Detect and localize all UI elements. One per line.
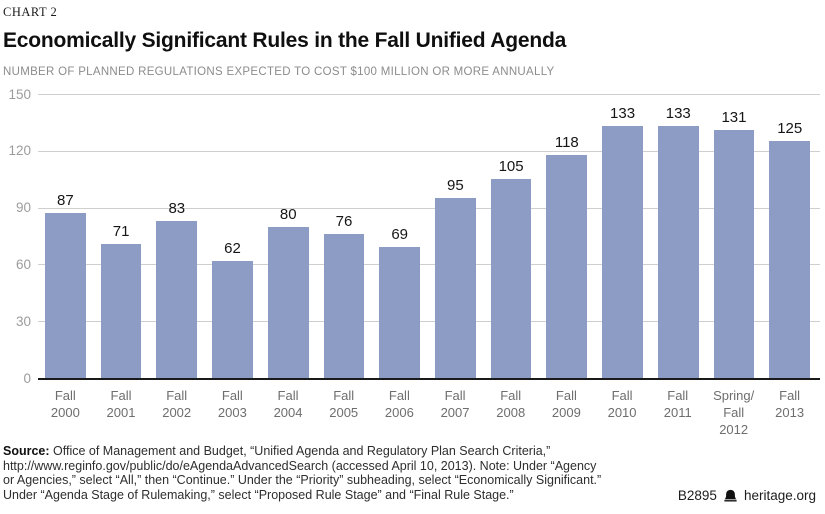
- y-tick-label: 120: [8, 143, 31, 159]
- bar-column: 80: [267, 94, 309, 378]
- y-tick-label: 150: [8, 86, 31, 102]
- bar-column: 133: [602, 94, 643, 378]
- bar-column: 131: [713, 94, 755, 378]
- bar: [212, 260, 253, 378]
- x-axis: Fall 2000 Fall 2001 Fall 2002 Fall 2003 Fall 2004…: [38, 388, 820, 439]
- bar-value-label: 133: [665, 105, 691, 123]
- bar-value-label: 118: [554, 133, 579, 151]
- bar-column: 125: [769, 94, 811, 378]
- x-tick-label: Fall 2004: [273, 388, 303, 420]
- bar-column: 105: [490, 94, 532, 378]
- bar: [657, 126, 699, 378]
- liberty-bell-icon: [723, 489, 738, 503]
- bar-value-label: 80: [279, 205, 297, 223]
- bar-value-label: 69: [391, 226, 409, 244]
- y-axis: 0 30 60 90 120 150: [3, 87, 31, 384]
- bar: [769, 141, 811, 378]
- brand-block: B2895 heritage.org: [678, 488, 816, 503]
- x-tick-label: Fall 2000: [50, 388, 80, 420]
- bar-value-label: 95: [447, 177, 464, 195]
- bar-column: 95: [435, 94, 476, 378]
- source-label: Source:: [3, 444, 50, 458]
- x-tick-label: Fall 2008: [496, 388, 526, 420]
- bar: [267, 226, 309, 378]
- x-tick-label: Fall 2010: [607, 388, 637, 420]
- report-id: B2895: [677, 488, 717, 503]
- bar-value-label: 133: [610, 105, 636, 123]
- x-tick-label: Fall 2006: [384, 388, 414, 420]
- bar-column: 83: [156, 94, 198, 378]
- x-tick-label: Fall 2013: [775, 388, 805, 420]
- bar: [45, 213, 86, 378]
- chart-subtitle: NUMBER OF PLANNED REGULATIONS EXPECTED T…: [3, 66, 555, 78]
- x-tick-label: Fall 2007: [440, 388, 470, 420]
- bar: [546, 154, 588, 378]
- bar-value-label: 83: [168, 199, 186, 217]
- bar-value-label: 125: [777, 120, 803, 138]
- y-tick-label: 30: [15, 313, 31, 329]
- y-tick-label: 60: [15, 256, 31, 272]
- x-tick-label: Fall 2005: [329, 388, 359, 420]
- plot-area: 0 30 60 90 120 150 87 71 83 62 80 76 69 95 105 118 133 1…: [8, 87, 820, 385]
- bar: [156, 220, 198, 378]
- bar-chart: 0 30 60 90 120 150 87 71 83 62 80 76 69 95 105 118 133 1…: [3, 87, 820, 439]
- x-tick-label: Fall 2002: [162, 388, 192, 420]
- bar-column: 118: [546, 94, 588, 378]
- source-text: Office of Management and Budget, “Unifie…: [3, 444, 602, 502]
- gridline: [38, 207, 820, 209]
- heritage-link[interactable]: heritage.org: [743, 488, 816, 503]
- x-tick-label: Fall 2009: [551, 388, 581, 420]
- gridline: [38, 321, 820, 323]
- bar: [713, 129, 755, 378]
- gridline: [38, 94, 820, 95]
- gridline: [38, 150, 820, 152]
- bar-value-label: 131: [721, 108, 747, 126]
- page-title: Economically Significant Rules in the Fa…: [3, 29, 567, 52]
- bar: [379, 247, 421, 378]
- bar-value-label: 105: [498, 158, 524, 176]
- bar-column: 71: [100, 94, 142, 378]
- bar: [435, 198, 476, 378]
- bar-value-label: 76: [335, 213, 353, 231]
- x-tick-label: Fall 2011: [663, 388, 692, 420]
- chart-kicker: CHART 2: [3, 5, 58, 19]
- gridline: [38, 264, 820, 266]
- x-tick-label: Fall 2003: [217, 388, 247, 420]
- y-tick-label: 0: [23, 370, 31, 386]
- bar-column: 76: [323, 94, 365, 378]
- chart-footer: Source: Office of Management and Budget,…: [3, 444, 820, 503]
- bar: [100, 243, 142, 378]
- bar-column: 87: [45, 94, 86, 378]
- x-tick-label: Fall 2001: [106, 388, 136, 420]
- bar-value-label: 87: [57, 192, 74, 210]
- y-tick-label: 90: [15, 200, 31, 216]
- bar-column: 62: [212, 94, 253, 378]
- bar: [490, 179, 532, 378]
- bar-value-label: 62: [224, 239, 241, 257]
- bar-column: 133: [657, 94, 699, 378]
- bar: [323, 234, 365, 378]
- source-note: Source: Office of Management and Budget,…: [3, 444, 609, 502]
- bar: [602, 126, 643, 378]
- x-tick-label: Spring/Fall 2012: [713, 388, 755, 437]
- bar-value-label: 71: [112, 222, 130, 240]
- bar-series: 87 71 83 62 80 76 69 95 105 118 133 133 131 125: [38, 94, 820, 378]
- bar-column: 69: [379, 94, 421, 378]
